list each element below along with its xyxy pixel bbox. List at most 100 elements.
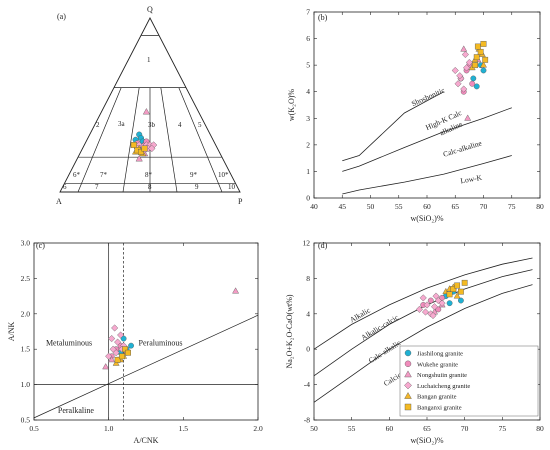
data-point <box>105 352 113 360</box>
data-point <box>470 75 477 82</box>
data-point <box>473 83 480 90</box>
data-point <box>460 85 468 93</box>
x-tick-label: 65 <box>452 202 460 211</box>
x-tick-label: 80 <box>536 202 544 211</box>
series-boundary-line <box>342 91 445 162</box>
data-point <box>463 64 471 72</box>
qap-ray-90 <box>178 87 223 193</box>
qap-field-label: 1 <box>147 56 151 64</box>
data-point <box>469 80 476 87</box>
qap-field-label: 3b <box>148 121 156 129</box>
y-tick-label: 1 <box>306 167 310 176</box>
data-point <box>477 48 484 55</box>
data-point <box>120 335 127 342</box>
qap-field-label: 8 <box>148 183 152 191</box>
qap-field-label: 5 <box>198 121 202 129</box>
legend-entry: Banganxi granite <box>417 405 462 412</box>
data-point <box>148 144 156 153</box>
series-boundary-line <box>342 155 512 195</box>
data-point <box>142 108 150 115</box>
qap-field-label: 4 <box>178 121 182 129</box>
x-tick-label: 40 <box>310 202 318 211</box>
data-point <box>128 342 134 349</box>
data-point <box>454 282 461 289</box>
data-point <box>457 297 464 304</box>
x-tick-label: 70 <box>480 202 488 211</box>
y-tick-label: 2 <box>306 140 310 149</box>
y-tick-label: 2.5 <box>21 274 31 283</box>
x-tick-label: 1.5 <box>179 424 189 433</box>
data-point <box>415 305 423 313</box>
data-point <box>454 80 462 88</box>
x-tick-label: 55 <box>348 424 356 433</box>
data-point <box>108 356 116 363</box>
x-tick-label: 55 <box>395 202 403 211</box>
data-point <box>112 349 120 357</box>
x-tick-label: 75 <box>508 202 516 211</box>
data-point <box>451 66 459 74</box>
qap-field-label: 6* <box>73 171 81 179</box>
data-point <box>122 346 128 353</box>
panel-c-label: (c) <box>36 241 45 250</box>
x-tick-label: 60 <box>423 202 431 211</box>
field-label-calc-alkaline: Calc-alkaline <box>442 138 484 158</box>
data-point <box>480 40 487 47</box>
panel-c: 0.5 1.0 1.5 2.0 0.5 1.0 1.5 2.0 2.5 3.0 A/CNK A/NK M… <box>7 239 263 446</box>
qap-field-label: 6 <box>63 183 67 191</box>
qap-field-label: 7* <box>100 171 108 179</box>
field-label-peralkaline: Peralkaline <box>58 406 94 415</box>
vertex-label-q: Q <box>147 5 153 14</box>
x-tick-label: 65 <box>423 424 431 433</box>
qap-field-label: 3a <box>118 120 126 128</box>
y-tick-label: 4 <box>306 87 310 96</box>
data-point <box>450 286 457 292</box>
data-point <box>419 294 427 302</box>
qap-field-label: 9* <box>190 171 198 179</box>
legend-marker <box>404 360 412 367</box>
qap-field-label: 2 <box>96 121 100 129</box>
qap-field-label: 9 <box>195 183 199 191</box>
data-point <box>431 303 439 311</box>
y-tick-label: 3.0 <box>21 239 31 248</box>
x-axis-label: w(SiO₂)% <box>410 436 443 445</box>
y-tick-label: 1.0 <box>21 380 31 389</box>
data-point <box>461 279 468 286</box>
data-point <box>427 297 434 304</box>
x-tick-label: 45 <box>339 202 347 211</box>
data-point <box>474 43 481 50</box>
y-tick-label: 3 <box>306 114 310 123</box>
legend-marker <box>404 381 412 390</box>
data-point <box>114 338 122 346</box>
data-point <box>480 67 487 74</box>
x-tick-label: 2.0 <box>253 424 263 433</box>
y-tick-label: 7 <box>306 8 310 17</box>
data-point <box>446 291 453 298</box>
data-point <box>482 56 489 63</box>
data-point <box>111 324 119 332</box>
qap-field-label: 7 <box>95 183 99 191</box>
y-tick-label: -4 <box>304 380 310 389</box>
qap-field-label: 8* <box>145 171 153 179</box>
plot-frame <box>313 11 541 199</box>
vertex-label-a: A <box>56 197 62 206</box>
legend-entry: Nongshuiin granite <box>417 372 467 379</box>
y-axis-label: Na₂O+K₂O-CaO(wt%) <box>285 294 294 368</box>
series-boundary-line <box>342 107 512 172</box>
data-point <box>117 331 125 339</box>
x-axis-label: w(SiO₂)% <box>410 214 443 223</box>
legend-marker <box>404 370 412 378</box>
panel-d: 50 55 60 65 70 75 80 -8 -4 0 4 8 12 w(SiO₂)% Na₂O+K₂O-… <box>285 239 544 446</box>
data-point <box>461 50 469 59</box>
panel-b: 40 45 50 55 60 65 70 75 8001234567w(SiO₂)%w(K₂O)… <box>287 8 544 224</box>
data-point <box>473 54 480 61</box>
panel-a-label: (a) <box>57 12 66 21</box>
ref-line-peralkaline <box>33 314 259 419</box>
vertex-label-p: P <box>238 197 243 206</box>
panel-d-label: (d) <box>318 241 328 250</box>
y-tick-label: 4 <box>306 309 310 318</box>
x-tick-label: 0.5 <box>29 424 39 433</box>
y-tick-label: 0 <box>306 345 310 354</box>
y-tick-label: 8 <box>306 274 310 283</box>
data-point <box>438 299 446 307</box>
series-boundary-line <box>313 257 533 350</box>
